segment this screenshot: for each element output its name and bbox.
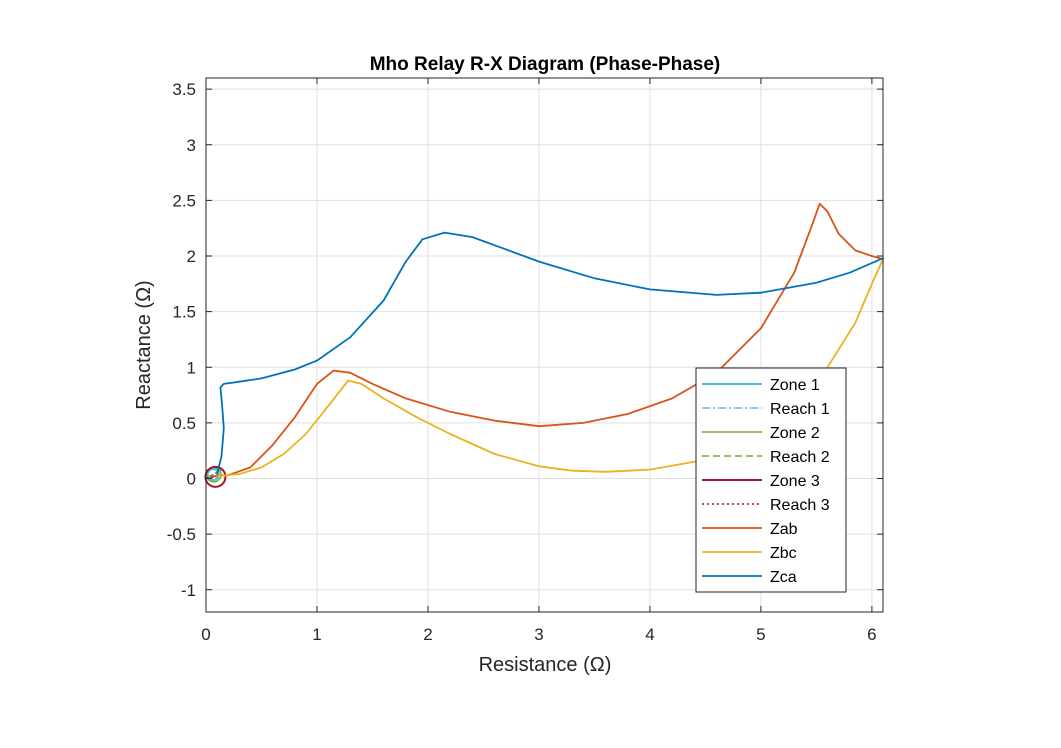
x-tick-label: 6	[867, 625, 876, 644]
legend-label-reach-2: Reach 2	[770, 449, 830, 466]
plot-frame	[205, 77, 884, 613]
y-tick-label: 0.5	[172, 414, 196, 433]
x-tick-label: 1	[312, 625, 321, 644]
series-zone-3-circle	[204, 465, 227, 488]
y-tick-label: 1	[187, 358, 196, 377]
legend-label-zone-3: Zone 3	[770, 473, 820, 490]
x-tick-label: 0	[201, 625, 210, 644]
y-tick-label: 1.5	[172, 303, 196, 322]
x-tick-label: 4	[645, 625, 654, 644]
y-tick-label: -0.5	[167, 525, 196, 544]
legend-label-reach-3: Reach 3	[770, 497, 830, 514]
legend-label-zone-1: Zone 1	[770, 377, 820, 394]
y-tick-label: 2.5	[172, 191, 196, 210]
y-tick-label: 3.5	[172, 80, 196, 99]
x-tick-label: 2	[423, 625, 432, 644]
legend-label-zone-2: Zone 2	[770, 425, 820, 442]
y-axis-label: Reactance (Ω)	[133, 280, 155, 409]
series-reach-2-line	[205, 468, 223, 480]
y-tick-label: 0	[187, 470, 196, 489]
legend-label-zab: Zab	[770, 521, 798, 538]
y-tick-label: 2	[187, 247, 196, 266]
series-zone-1-circle	[206, 468, 220, 482]
series-zca-line	[216, 231, 884, 475]
legend: Zone 1 Reach 1 Zone 2 Reach 2 Zone 3 Reach 3 Z…	[695, 367, 847, 593]
legend-label-reach-1: Reach 1	[770, 401, 830, 418]
y-tick-label: -1	[181, 581, 196, 600]
x-tick-label: 3	[534, 625, 543, 644]
legend-label-zca: Zca	[770, 569, 797, 586]
tick-layer: 0 1 2 3 4 5 6 -1 -0.5 0 0.5 1 1.5 2 2.5 3 3.5	[167, 78, 883, 644]
x-tick-label: 5	[756, 625, 765, 644]
series-zab-line	[210, 202, 884, 478]
chart-title: Mho Relay R-X Diagram (Phase-Phase)	[370, 54, 721, 75]
y-tick-label: 3	[187, 136, 196, 155]
legend-label-zbc: Zbc	[770, 545, 797, 562]
x-axis-label: Resistance (Ω)	[479, 654, 612, 676]
